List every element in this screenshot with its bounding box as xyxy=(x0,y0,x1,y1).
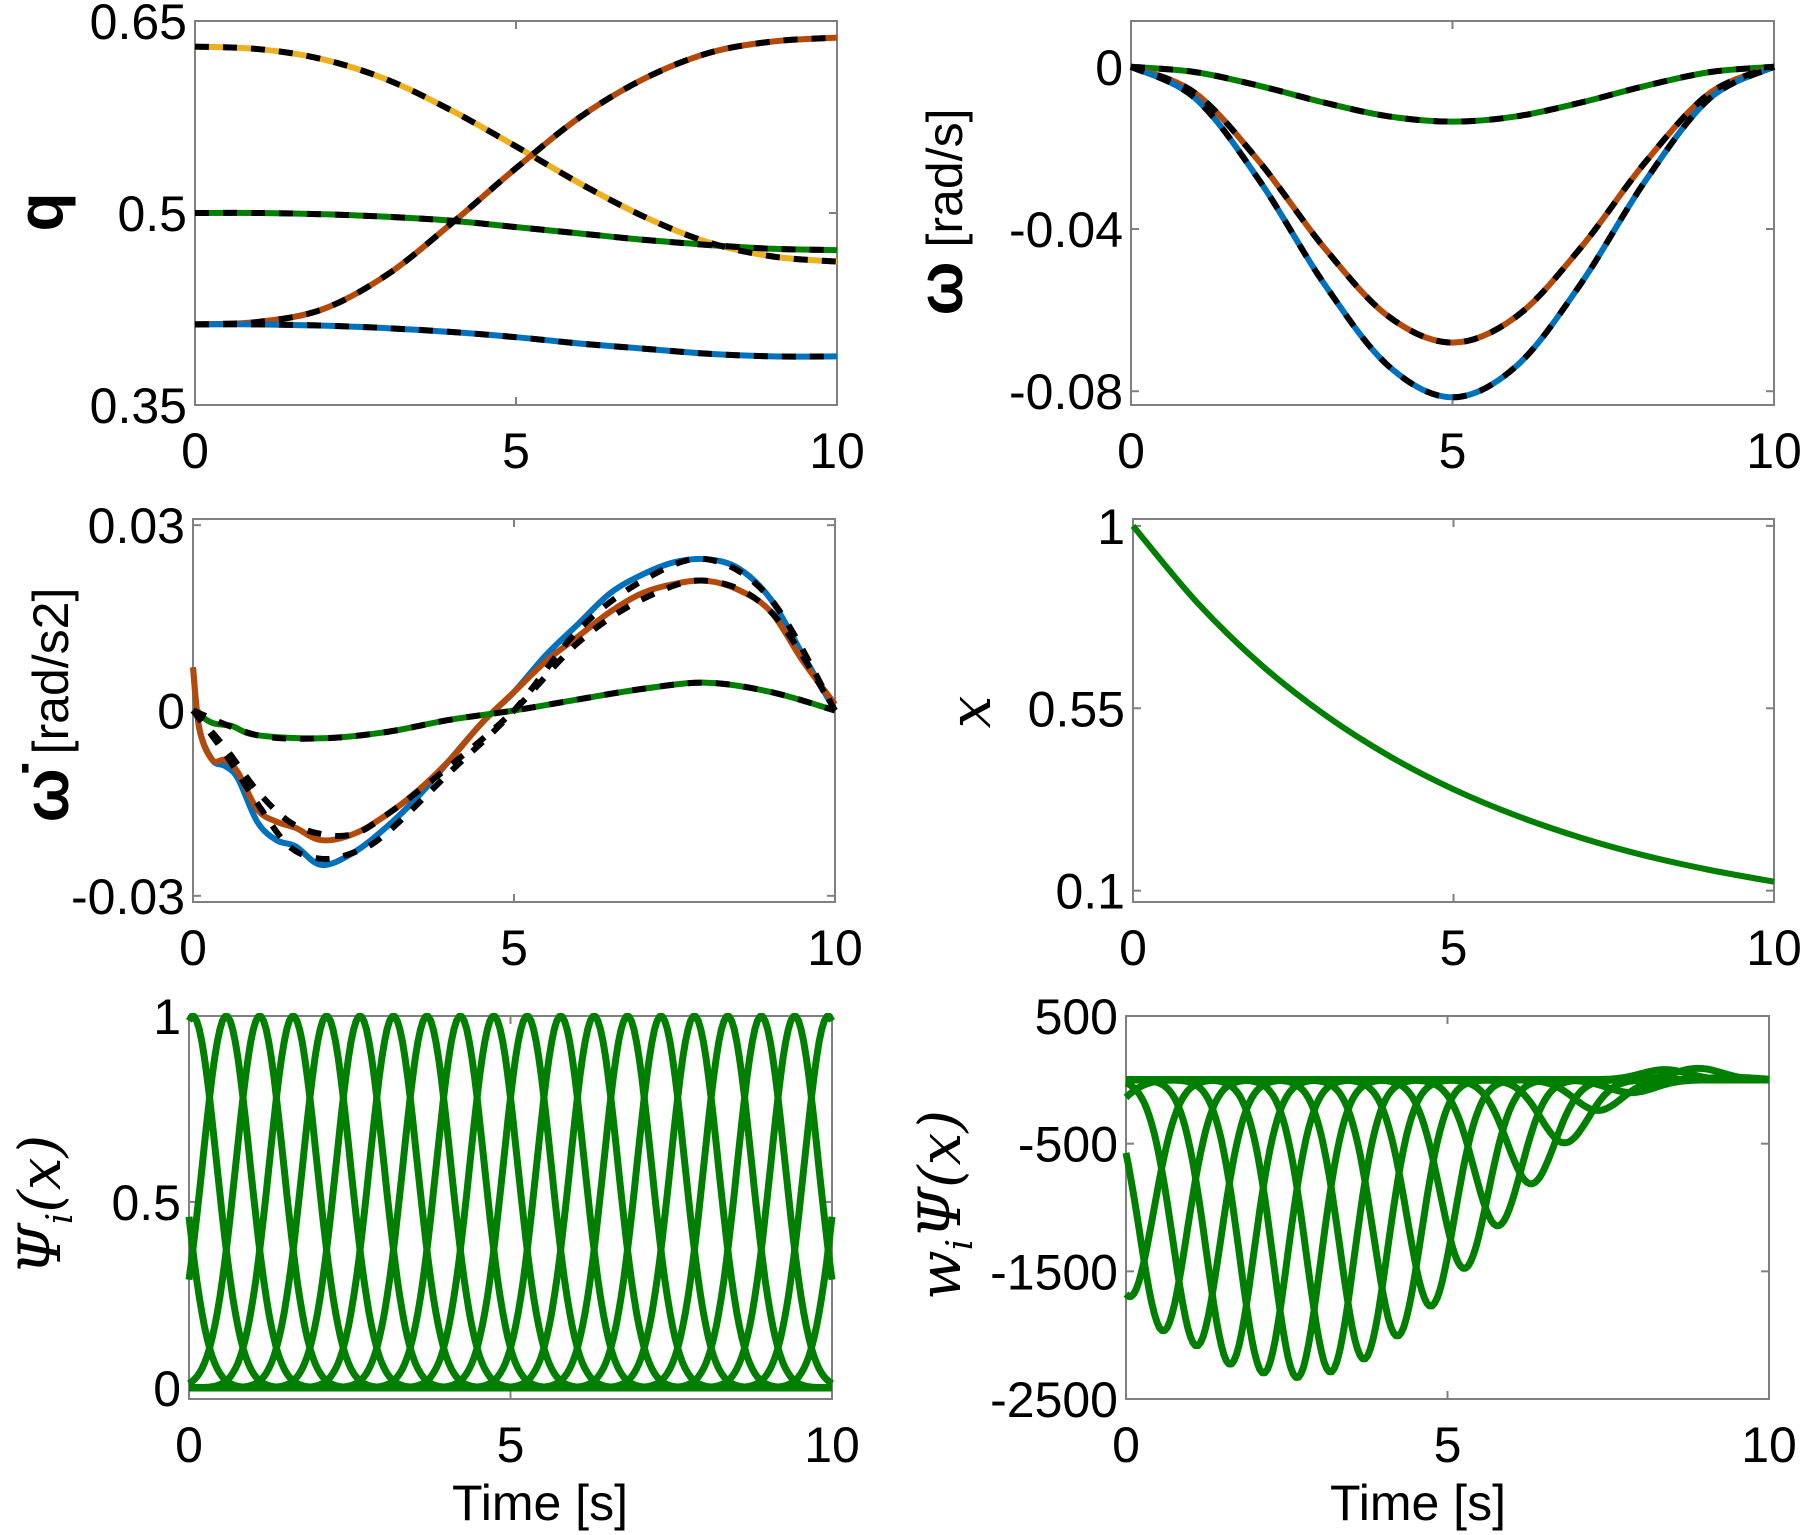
subplot-1: 0 5 10 0.35 0.5 0.65 xyxy=(90,0,865,479)
y-tick-label: -0.03 xyxy=(71,869,185,925)
plot-lines xyxy=(1129,63,1776,401)
subplot-4: 0 5 10 1 0.55 0.1 xyxy=(1028,499,1800,976)
x-tick-label: 0 xyxy=(1119,920,1147,976)
series-line-black-dashed xyxy=(194,34,838,328)
subplot-3: 0 5 100.030-0.03 xyxy=(71,498,863,976)
series-line-black-dashed xyxy=(1129,64,1776,401)
x-tick-label: 0 xyxy=(181,423,209,479)
x-tick-label: 5 xyxy=(502,423,530,479)
subplot-2: 0 5 10 0 -0.04 -0.08 xyxy=(1009,20,1800,479)
ylabel-q: q xyxy=(4,192,76,231)
series-line-black-dashed xyxy=(194,321,838,360)
x-tick-label: 10 xyxy=(809,423,865,479)
y-tick-label: -0.08 xyxy=(1009,364,1123,420)
x-tick-label: 5 xyxy=(1439,423,1467,479)
x-tick-label: 0 xyxy=(1112,1417,1140,1473)
series-line-black-dashed xyxy=(194,209,838,254)
subplot-6: 0 5 10 500 -500 -1500 -2500 xyxy=(990,989,1797,1473)
series-line-black-dashed xyxy=(194,43,838,265)
series-line-black-dashed xyxy=(1129,63,1776,346)
x-tick-label: 10 xyxy=(804,1417,860,1473)
y-tick-label: 1 xyxy=(1097,499,1125,555)
plot-lines xyxy=(1122,1064,1770,1381)
y-tick-label: -500 xyxy=(1018,1117,1118,1173)
ylabel-x: x xyxy=(936,696,1004,729)
x-tick-label: 10 xyxy=(1746,920,1800,976)
y-tick-label: 1 xyxy=(153,989,181,1045)
x-tick-label: 5 xyxy=(500,920,528,976)
subplot-5: 0 5 10 1 0.5 0 xyxy=(111,989,859,1473)
y-tick-label: 0.55 xyxy=(1028,681,1125,737)
y-tick-label: 0.5 xyxy=(111,1175,181,1231)
plot-lines xyxy=(194,34,838,360)
axes-box xyxy=(1132,518,1775,903)
x-tick-label: 0 xyxy=(179,920,207,976)
series-line-black-dashed xyxy=(1130,63,1775,125)
ylabel-omega-dot: ω̇ [rad/s2] xyxy=(10,588,82,823)
y-tick-label: 0 xyxy=(1095,40,1123,96)
y-tick-label: 0 xyxy=(153,1361,181,1417)
y-tick-label: -1500 xyxy=(990,1244,1118,1300)
series-line-green xyxy=(1130,523,1775,885)
plot-lines xyxy=(1130,523,1775,885)
x-tick-label: 0 xyxy=(1117,423,1145,479)
series-line-black-dashed xyxy=(190,555,838,862)
y-tick-label: -2500 xyxy=(990,1372,1118,1428)
ylabel-weighted-psi: wiΨ(x) xyxy=(906,1110,981,1300)
x-tick-label: 10 xyxy=(807,920,863,976)
x-tick-label: 10 xyxy=(1746,423,1800,479)
x-tick-label: 0 xyxy=(175,1417,203,1473)
x-tick-label: 10 xyxy=(1741,1417,1797,1473)
basis-function-line xyxy=(188,1216,836,1392)
xlabel-time-left: Time [s] xyxy=(452,1475,628,1531)
series-line-black-dashed xyxy=(191,679,836,742)
y-tick-label: 0 xyxy=(157,684,185,740)
plot-lines xyxy=(185,1013,836,1392)
y-tick-label: 0.03 xyxy=(88,498,185,554)
ylabel-omega: ω [rad/s] xyxy=(904,109,976,316)
y-tick-label: 0.5 xyxy=(117,186,187,242)
plot-lines xyxy=(190,555,838,868)
x-tick-label: 5 xyxy=(1440,920,1468,976)
y-tick-label: 0.35 xyxy=(90,378,187,434)
y-tick-label: 0.1 xyxy=(1055,864,1125,920)
y-tick-label: -0.04 xyxy=(1009,202,1123,258)
y-tick-label: 0.65 xyxy=(90,0,187,50)
x-tick-label: 5 xyxy=(1434,1417,1462,1473)
series-line-green xyxy=(191,679,836,742)
y-tick-label: 500 xyxy=(1035,989,1118,1045)
series-line-black-dashed xyxy=(190,577,838,839)
ylabel-psi: Ψi(x) xyxy=(6,1135,81,1275)
xlabel-time-right: Time [s] xyxy=(1330,1475,1506,1531)
x-tick-label: 5 xyxy=(497,1417,525,1473)
